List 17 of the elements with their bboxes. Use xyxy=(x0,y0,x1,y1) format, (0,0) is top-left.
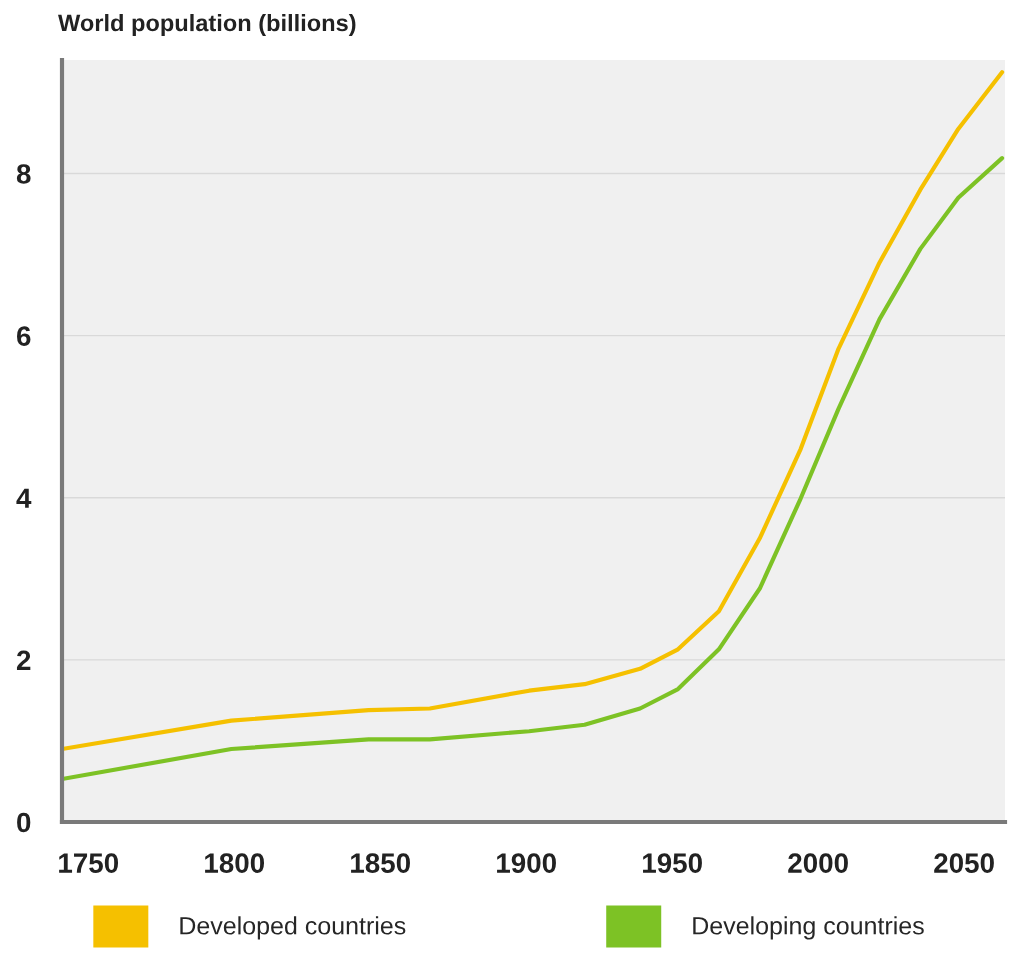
x-tick-label: 2000 xyxy=(788,853,848,873)
y-tick-label: 2 xyxy=(16,650,31,670)
x-tick-label: 1900 xyxy=(497,853,556,873)
legend-label: Developing countries xyxy=(693,916,924,940)
y-tick-label: 4 xyxy=(16,488,32,508)
x-tick-label: 2050 xyxy=(934,853,994,873)
line-series xyxy=(62,156,1005,782)
y-tick-label: 0 xyxy=(17,812,31,833)
y-axis-title: World population (billions) xyxy=(58,14,356,36)
x-tick-label: 1850 xyxy=(351,853,410,873)
x-tick-label: 1750 xyxy=(59,853,119,873)
legend-label: Developed countries xyxy=(180,916,406,940)
line-series xyxy=(62,70,1005,752)
y-tick-label: 6 xyxy=(17,326,31,346)
x-tick-label: 1950 xyxy=(643,853,702,873)
x-tick-label: 1800 xyxy=(205,853,265,873)
y-tick-label: 8 xyxy=(16,164,31,184)
